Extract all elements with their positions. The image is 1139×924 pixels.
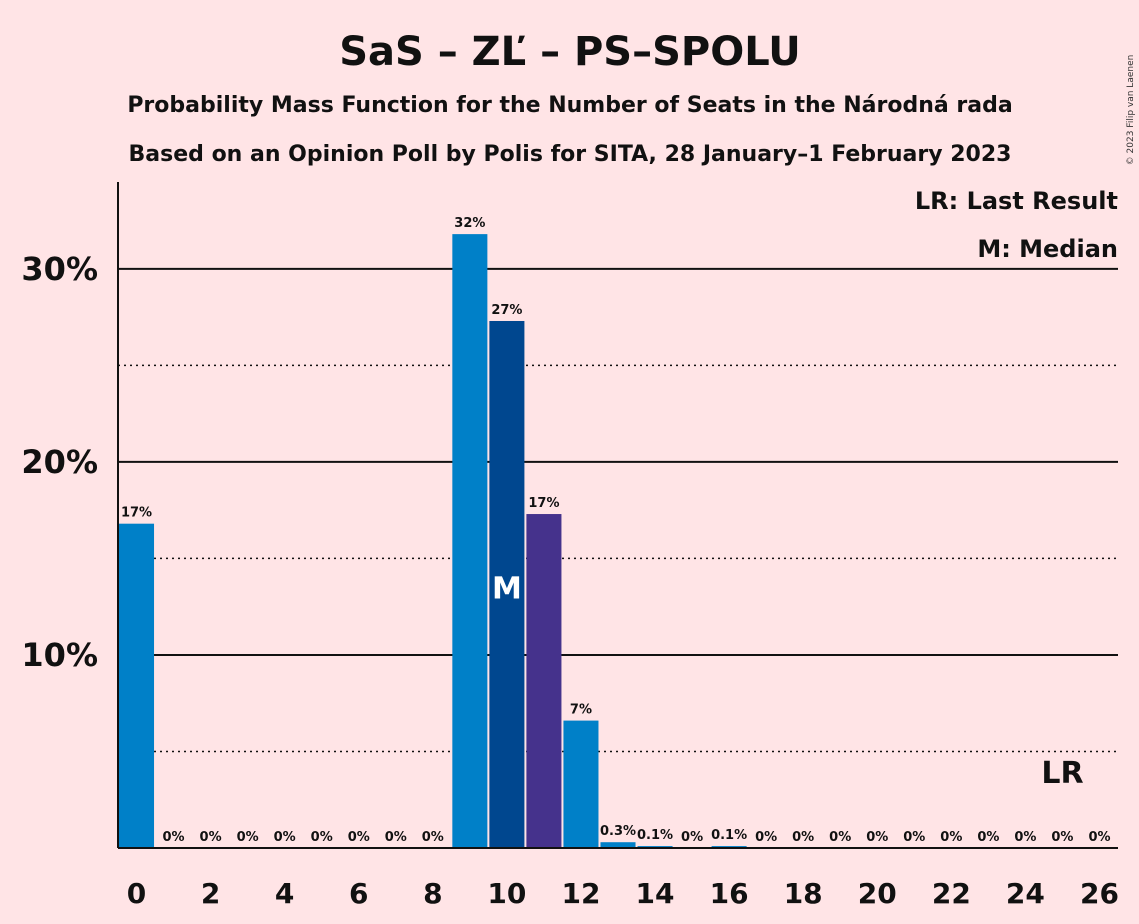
x-tick-label: 22 xyxy=(932,877,971,910)
chart-subtitle-2: Based on an Opinion Poll by Polis for SI… xyxy=(129,142,1012,167)
chart-title: SaS – ZĽ – PS–SPOLU xyxy=(339,29,801,75)
value-label-seats-14: 0.1% xyxy=(637,828,673,843)
value-label-seats-26: 0% xyxy=(1088,830,1110,845)
value-label-seats-9: 32% xyxy=(454,216,485,231)
x-tick-label: 6 xyxy=(349,877,368,910)
value-label-seats-21: 0% xyxy=(903,830,925,845)
bar-seats-10 xyxy=(489,320,525,848)
y-tick-labels: 10% 20% 30% xyxy=(21,250,98,674)
value-label-seats-8: 0% xyxy=(422,830,444,845)
value-label-seats-24: 0% xyxy=(1014,830,1036,845)
value-label-seats-13: 0.3% xyxy=(600,824,636,839)
x-tick-label: 8 xyxy=(423,877,442,910)
value-label-seats-11: 17% xyxy=(528,496,559,511)
value-label-seats-2: 0% xyxy=(200,830,222,845)
value-label-seats-3: 0% xyxy=(237,830,259,845)
legend-median: M: Median xyxy=(977,235,1118,263)
x-tick-label: 20 xyxy=(858,877,897,910)
x-tick-label: 24 xyxy=(1006,877,1045,910)
bar-seats-9 xyxy=(452,234,488,849)
bar-seats-13 xyxy=(600,842,636,848)
value-label-seats-23: 0% xyxy=(977,830,999,845)
value-label-seats-22: 0% xyxy=(940,830,962,845)
data-labels: 17%0% 0% 0% 0% 0% 0% 0% 0%32%27%M17%7%0.3% 0.1% 0… xyxy=(121,216,1111,845)
value-label-seats-4: 0% xyxy=(274,830,296,845)
x-tick-label: 14 xyxy=(636,877,675,910)
grid-lines xyxy=(118,267,1118,753)
chart-subtitle: Probability Mass Function for the Number… xyxy=(127,93,1012,118)
value-label-seats-12: 7% xyxy=(570,703,592,718)
value-label-seats-20: 0% xyxy=(866,830,888,845)
copyright: © 2023 Filip van Laenen xyxy=(1126,55,1136,166)
value-label-seats-10: 27% xyxy=(491,303,522,318)
median-marker: M xyxy=(492,571,522,606)
last-result-marker: LR xyxy=(1041,756,1083,791)
value-label-seats-0: 17% xyxy=(121,506,152,521)
value-label-seats-6: 0% xyxy=(348,830,370,845)
value-label-seats-17: 0% xyxy=(755,830,777,845)
x-tick-label: 18 xyxy=(784,877,823,910)
y-tick-label: 10% xyxy=(21,636,98,674)
bars xyxy=(119,234,747,849)
value-label-seats-19: 0% xyxy=(829,830,851,845)
y-tick-label: 30% xyxy=(21,250,98,288)
value-label-seats-25: 0% xyxy=(1051,830,1073,845)
x-tick-label: 10 xyxy=(487,877,526,910)
axes xyxy=(117,182,1118,849)
x-tick-label: 0 xyxy=(127,877,146,910)
value-label-seats-18: 0% xyxy=(792,830,814,845)
value-label-seats-16: 0.1% xyxy=(711,828,747,843)
bar-seats-12 xyxy=(563,720,599,848)
value-label-seats-15: 0% xyxy=(681,830,703,845)
x-tick-label: 12 xyxy=(561,877,600,910)
x-tick-label: 4 xyxy=(275,877,294,910)
bar-seats-0 xyxy=(119,523,155,848)
x-tick-labels: 0 2 4 6 8 10 12 14 16 18 20 22 24 26 xyxy=(127,877,1119,910)
value-label-seats-7: 0% xyxy=(385,830,407,845)
legend-last-result: LR: Last Result xyxy=(915,187,1118,215)
value-label-seats-1: 0% xyxy=(163,830,185,845)
x-tick-label: 2 xyxy=(201,877,220,910)
x-tick-label: 26 xyxy=(1080,877,1119,910)
x-tick-label: 16 xyxy=(710,877,749,910)
bar-seats-11 xyxy=(526,514,562,848)
value-label-seats-5: 0% xyxy=(311,830,333,845)
y-tick-label: 20% xyxy=(21,443,98,481)
